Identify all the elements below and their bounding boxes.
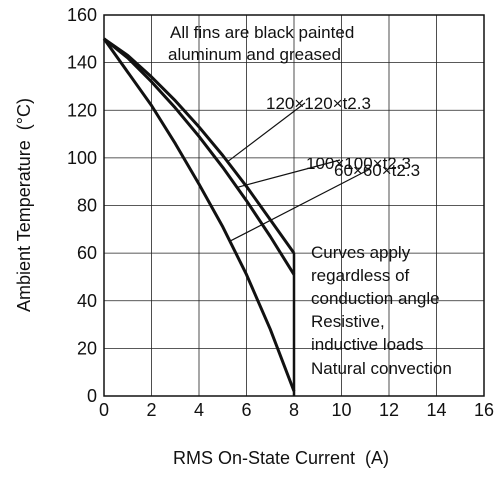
y-tick-label: 60 [77, 243, 97, 263]
series-label-2: 100×100×t2.3 [306, 154, 411, 173]
y-tick-label: 120 [67, 100, 97, 120]
x-tick-label: 6 [241, 400, 251, 420]
series-line-1 [103, 37, 296, 254]
y-tick-label: 40 [77, 291, 97, 311]
x-tick-label: 2 [146, 400, 156, 420]
right-note-line-2: regardless of [311, 266, 410, 285]
right-note-line-3: conduction angle [311, 289, 440, 308]
series-label-1: 120×120×t2.3 [266, 94, 371, 113]
leader-lines [227, 102, 371, 242]
top-note-line-2: aluminum and greased [168, 45, 341, 64]
grid [104, 15, 484, 396]
series-line-3 [102, 37, 296, 392]
y-axis-label: Ambient Temperature (°C) [14, 98, 34, 312]
top-note-line-1: All fins are black painted [170, 23, 354, 42]
leader-line-1 [227, 102, 306, 163]
y-tick-label: 100 [67, 148, 97, 168]
leader-line-3 [229, 168, 371, 242]
x-tick-label: 12 [379, 400, 399, 420]
x-tick-label: 16 [474, 400, 494, 420]
x-tick-label: 0 [99, 400, 109, 420]
right-note-line-6: Natural convection [311, 359, 452, 378]
x-tick-label: 10 [331, 400, 351, 420]
series-label-3: 60×60×t2.3 [334, 161, 420, 180]
x-tick-label: 4 [194, 400, 204, 420]
y-tick-label: 160 [67, 5, 97, 25]
right-note-line-5: inductive loads [311, 335, 423, 354]
y-tick-label: 0 [87, 386, 97, 406]
x-tick-label: 8 [289, 400, 299, 420]
y-tick-label: 80 [77, 196, 97, 216]
x-axis-label: RMS On-State Current (A) [173, 448, 389, 468]
right-note-line-1: Curves apply [311, 243, 411, 262]
x-tick-label: 14 [426, 400, 446, 420]
y-tick-label: 140 [67, 53, 97, 73]
y-tick-label: 20 [77, 338, 97, 358]
leader-line-2 [236, 159, 341, 188]
right-note-line-4: Resistive, [311, 312, 385, 331]
series-labels: 120×120×t2.3 100×100×t2.360×60×t2.3 [266, 94, 420, 180]
